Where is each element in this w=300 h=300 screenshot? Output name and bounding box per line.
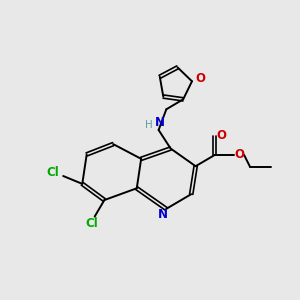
Text: Cl: Cl (46, 166, 59, 179)
Text: N: N (158, 208, 168, 221)
Text: O: O (195, 72, 205, 86)
Text: O: O (216, 129, 226, 142)
Text: O: O (234, 148, 244, 161)
Text: H: H (145, 120, 153, 130)
Text: Cl: Cl (85, 217, 98, 230)
Text: N: N (155, 116, 165, 129)
